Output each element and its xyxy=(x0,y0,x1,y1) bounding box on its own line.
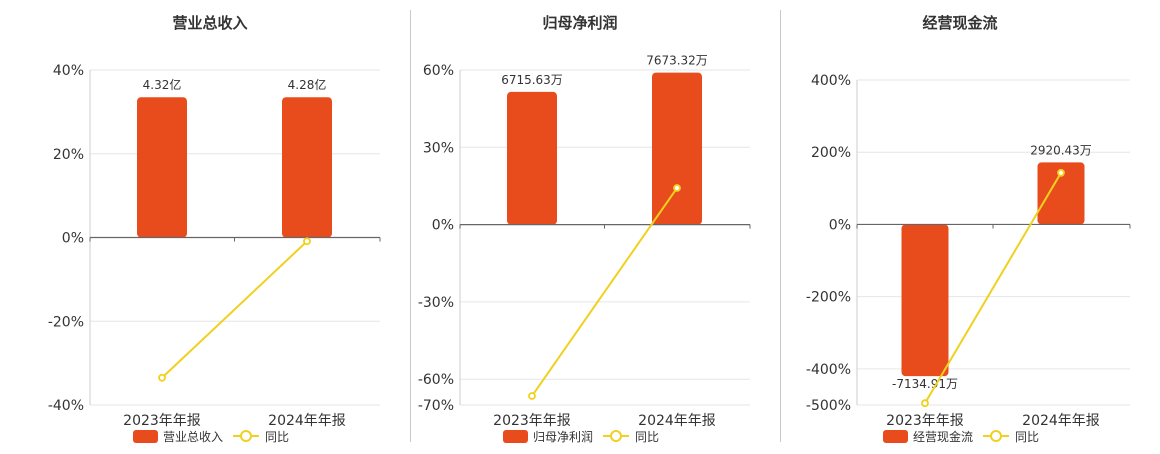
y-tick-label: 400% xyxy=(811,73,851,89)
y-tick-label: -40% xyxy=(48,398,84,414)
yoy-point xyxy=(528,392,536,400)
y-tick-label: -20% xyxy=(48,314,84,330)
yoy-point xyxy=(303,237,311,246)
y-tick-label: 200% xyxy=(811,145,851,161)
y-tick-label: -200% xyxy=(806,290,851,306)
y-tick-label: -500% xyxy=(806,398,851,414)
legend-line-marker xyxy=(240,430,252,442)
bar-data-label: 4.28亿 xyxy=(288,77,327,92)
panel-divider xyxy=(410,10,411,442)
y-tick-label: 0% xyxy=(62,231,84,247)
chart-title: 归母净利润 xyxy=(542,14,617,32)
bar xyxy=(282,97,332,238)
y-tick-label: -30% xyxy=(418,295,454,311)
bar-data-label: 7673.32万 xyxy=(646,54,708,68)
yoy-line xyxy=(531,187,678,397)
bar xyxy=(652,72,702,225)
legend-label: 同比 xyxy=(635,430,659,444)
legend-label: 归母净利润 xyxy=(533,430,593,444)
yoy-point xyxy=(673,184,681,192)
chart-title: 经营现金流 xyxy=(922,14,997,32)
legend-bar-swatch xyxy=(133,430,158,443)
bar xyxy=(137,97,187,238)
bar-data-label: 2920.43万 xyxy=(1030,143,1092,157)
yoy-point xyxy=(158,373,166,382)
yoy-line xyxy=(161,240,308,379)
bar xyxy=(1037,162,1085,225)
y-tick-label: -60% xyxy=(418,372,454,388)
chart-title: 营业总收入 xyxy=(172,14,247,32)
x-category-label: 2024年年报 xyxy=(638,413,716,429)
y-tick-label: -70% xyxy=(418,398,454,414)
yoy-line xyxy=(924,172,1062,404)
legend-label: 营业总收入 xyxy=(163,430,223,444)
x-category-label: 2023年年报 xyxy=(493,413,571,429)
y-tick-label: 0% xyxy=(432,218,454,234)
legend-label: 同比 xyxy=(1015,430,1039,444)
bar xyxy=(507,91,557,225)
bar-data-label: 6715.63万 xyxy=(501,73,563,87)
legend-bar-swatch xyxy=(503,430,528,443)
bar xyxy=(901,224,949,377)
x-category-label: 2023年年报 xyxy=(123,413,201,429)
y-tick-label: 0% xyxy=(829,217,851,233)
y-tick-label: 30% xyxy=(423,140,454,156)
y-tick-label: -400% xyxy=(806,362,851,378)
legend-label: 经营现金流 xyxy=(913,429,973,444)
x-category-label: 2024年年报 xyxy=(1022,413,1100,429)
y-tick-label: 40% xyxy=(53,63,84,79)
bar-data-label: -7134.91万 xyxy=(892,377,958,391)
x-category-label: 2024年年报 xyxy=(268,413,346,429)
yoy-point xyxy=(1057,168,1065,177)
bar-data-label: 4.32亿 xyxy=(143,77,182,92)
yoy-point xyxy=(921,399,929,408)
legend-label: 同比 xyxy=(265,430,289,444)
y-tick-label: 20% xyxy=(53,147,84,163)
legend-line-marker xyxy=(610,430,622,442)
legend-bar-swatch xyxy=(883,430,908,443)
y-tick-label: 60% xyxy=(423,63,454,79)
x-category-label: 2023年年报 xyxy=(886,413,964,429)
panel-divider xyxy=(780,10,781,442)
legend-line-marker xyxy=(990,430,1002,442)
